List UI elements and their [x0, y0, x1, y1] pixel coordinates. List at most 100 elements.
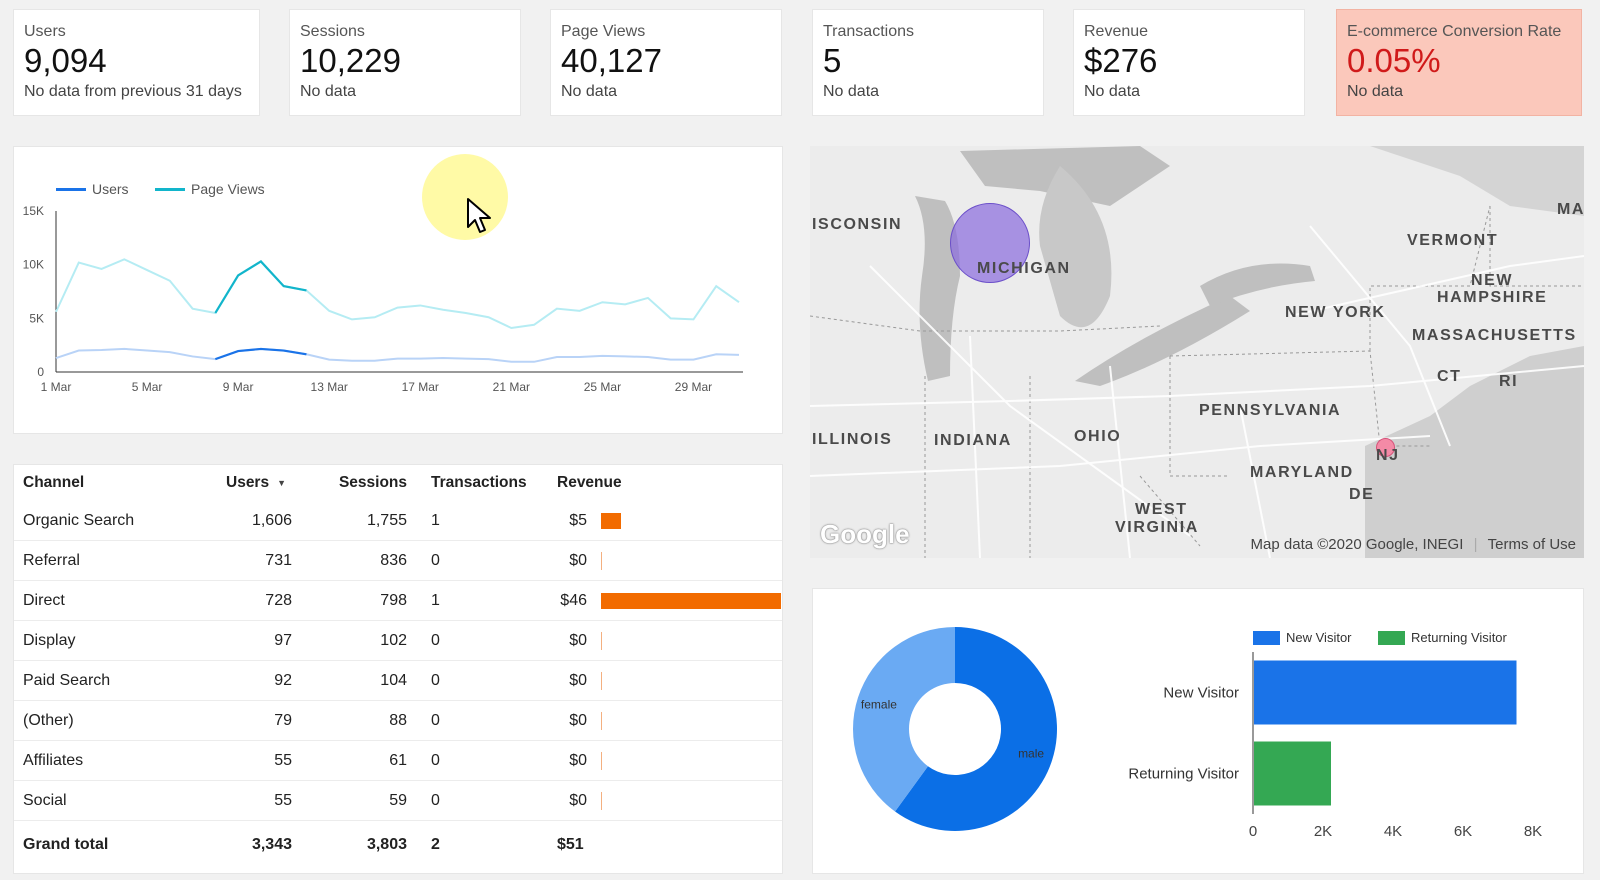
bar-new-visitor[interactable]: [1254, 660, 1517, 725]
cell-sessions: 1,755: [366, 512, 407, 529]
series-line-page-views: [55, 258, 740, 330]
table-row[interactable]: Paid Search 92 104 0 $0: [14, 661, 782, 701]
cell-users: 731: [265, 552, 292, 569]
y-tick-label: 0: [37, 365, 44, 379]
revenue-bar: [601, 712, 602, 730]
legend-swatch: [155, 187, 185, 191]
column-header-users[interactable]: Users ▼: [226, 465, 286, 501]
x-tick-label: 9 Mar: [223, 380, 254, 394]
map-label-vermont: VERMONT: [1407, 232, 1499, 249]
legend-item-new-visitor[interactable]: New Visitor: [1253, 630, 1352, 645]
bar-returning-visitor[interactable]: [1254, 741, 1331, 806]
table-row[interactable]: Organic Search 1,606 1,755 1 $5: [14, 501, 782, 541]
table-row[interactable]: Referral 731 836 0 $0: [14, 541, 782, 581]
line-chart-plot: 0 5K 10K 15K 1 Mar 5 Mar 9 Mar 13 Mar 17 Mar 21 M…: [23, 204, 743, 394]
cell-channel: Paid Search: [23, 672, 111, 689]
donut-slice-label: male: [1018, 747, 1044, 761]
donut-slice-label: female: [861, 697, 897, 711]
terms-of-use-link[interactable]: Terms of Use: [1487, 536, 1576, 553]
cell-channel: Direct: [23, 592, 65, 609]
scorecard-label: Revenue: [1084, 23, 1149, 40]
scorecard-comparison: No data: [1084, 83, 1141, 100]
scorecard-users[interactable]: Users 9,094 No data from previous 31 day…: [13, 9, 260, 116]
x-tick-label: 5 Mar: [132, 380, 163, 394]
column-header-users-label: Users: [226, 474, 270, 492]
map-base: [810, 146, 1584, 558]
scorecard-label: E-commerce Conversion Rate: [1347, 23, 1562, 40]
cell-users: 1,606: [251, 512, 292, 529]
x-tick-label: 8K: [1524, 823, 1542, 840]
timeseries-chart[interactable]: Users Page Views 0 5K 10K 15K 1 Mar 5 Mar 9 Ma…: [13, 146, 783, 434]
scorecard-value: 40,127: [561, 42, 662, 79]
cell-channel: Display: [23, 632, 76, 649]
map-label-delaware: DE: [1349, 486, 1375, 503]
x-tick-label: 1 Mar: [41, 380, 72, 394]
cell-channel: (Other): [23, 712, 74, 729]
cell-revenue: $0: [569, 712, 587, 729]
x-tick-label: 17 Mar: [402, 380, 439, 394]
cell-transactions: 0: [431, 712, 440, 729]
table-header-row: Channel Users ▼ Sessions Transactions Rev…: [14, 465, 782, 505]
cell-transactions: 0: [431, 632, 440, 649]
donut-slice-male[interactable]: [895, 627, 1057, 831]
y-tick-label: 5K: [29, 311, 44, 325]
table-row[interactable]: (Other) 79 88 0 $0: [14, 701, 782, 741]
legend-label: Page Views: [191, 181, 265, 197]
cell-sessions: 836: [380, 552, 407, 569]
scorecard-value: $276: [1084, 42, 1158, 79]
revenue-bar: [601, 632, 602, 650]
scorecard-label: Sessions: [300, 23, 365, 40]
cell-users: 55: [274, 752, 292, 769]
table-row[interactable]: Direct 728 798 1 $46: [14, 581, 782, 621]
y-category-label: Returning Visitor: [1128, 766, 1239, 783]
cell-sessions: 88: [389, 712, 407, 729]
revenue-bar: [601, 752, 602, 770]
scorecard-revenue[interactable]: Revenue $276 No data: [1073, 9, 1305, 116]
map-label-new: NEW: [1471, 272, 1514, 289]
map-marker-new-jersey[interactable]: [1376, 438, 1395, 457]
x-tick-label: 13 Mar: [311, 380, 348, 394]
cell-revenue: $0: [569, 672, 587, 689]
map-attribution: Map data ©2020 Google, INEGI | Terms of …: [1250, 536, 1576, 553]
legend-item-page-views[interactable]: Page Views: [155, 181, 265, 197]
map-label-west: WEST: [1135, 501, 1188, 518]
cell-sessions: 59: [389, 792, 407, 809]
cell-revenue: $0: [569, 632, 587, 649]
sort-descending-icon: ▼: [277, 478, 287, 488]
x-tick-label: 29 Mar: [675, 380, 712, 394]
cell-sessions: 61: [389, 752, 407, 769]
table-row[interactable]: Display 97 102 0 $0: [14, 621, 782, 661]
scorecard-label: Users: [24, 23, 66, 40]
scorecard-conversion-rate[interactable]: E-commerce Conversion Rate 0.05% No data: [1336, 9, 1582, 116]
map-marker-michigan[interactable]: [950, 203, 1030, 283]
channel-table[interactable]: Channel Users ▼ Sessions Transactions Rev…: [13, 464, 783, 874]
scorecard-page-views[interactable]: Page Views 40,127 No data: [550, 9, 782, 116]
cell-channel: Referral: [23, 552, 80, 569]
table-row[interactable]: Social 55 59 0 $0: [14, 781, 782, 821]
legend-item-returning-visitor[interactable]: Returning Visitor: [1378, 630, 1507, 645]
cell-transactions: 1: [431, 592, 440, 609]
column-header-sessions[interactable]: Sessions: [338, 474, 407, 491]
column-header-revenue[interactable]: Revenue: [557, 474, 622, 491]
column-header-channel[interactable]: Channel: [23, 474, 85, 491]
geo-map[interactable]: ISCONSIN MICHIGAN VERMONT MA NEW HAMPSHI…: [810, 146, 1584, 558]
y-category-label: New Visitor: [1163, 685, 1239, 702]
table-row[interactable]: Affiliates 55 61 0 $0: [14, 741, 782, 781]
x-tick-label: 2K: [1314, 823, 1332, 840]
table-total-row: Grand total 3,343 3,803 2 $51: [14, 825, 782, 865]
scorecard-comparison: No data: [561, 83, 618, 100]
scorecard-sessions[interactable]: Sessions 10,229 No data: [289, 9, 521, 116]
scorecard-transactions[interactable]: Transactions 5 No data: [812, 9, 1044, 116]
total-transactions: 2: [431, 836, 440, 853]
map-label-michigan: MICHIGAN: [977, 260, 1071, 277]
visitor-type-bar-chart: New Visitor Returning Visitor 0 2K 4K 6K 8K: [1128, 652, 1542, 840]
map-label-hampshire: HAMPSHIRE: [1437, 289, 1548, 306]
column-header-transactions[interactable]: Transactions: [431, 474, 527, 491]
total-users: 3,343: [251, 836, 292, 853]
visitor-demographics-card[interactable]: male female New Visitor Returning Visitor…: [812, 588, 1584, 874]
donut-slice-female[interactable]: [853, 627, 955, 812]
cell-revenue: $0: [569, 752, 587, 769]
map-label-maine: MA: [1557, 201, 1584, 218]
cursor-highlight: [422, 154, 508, 240]
legend-item-users[interactable]: Users: [56, 181, 129, 197]
